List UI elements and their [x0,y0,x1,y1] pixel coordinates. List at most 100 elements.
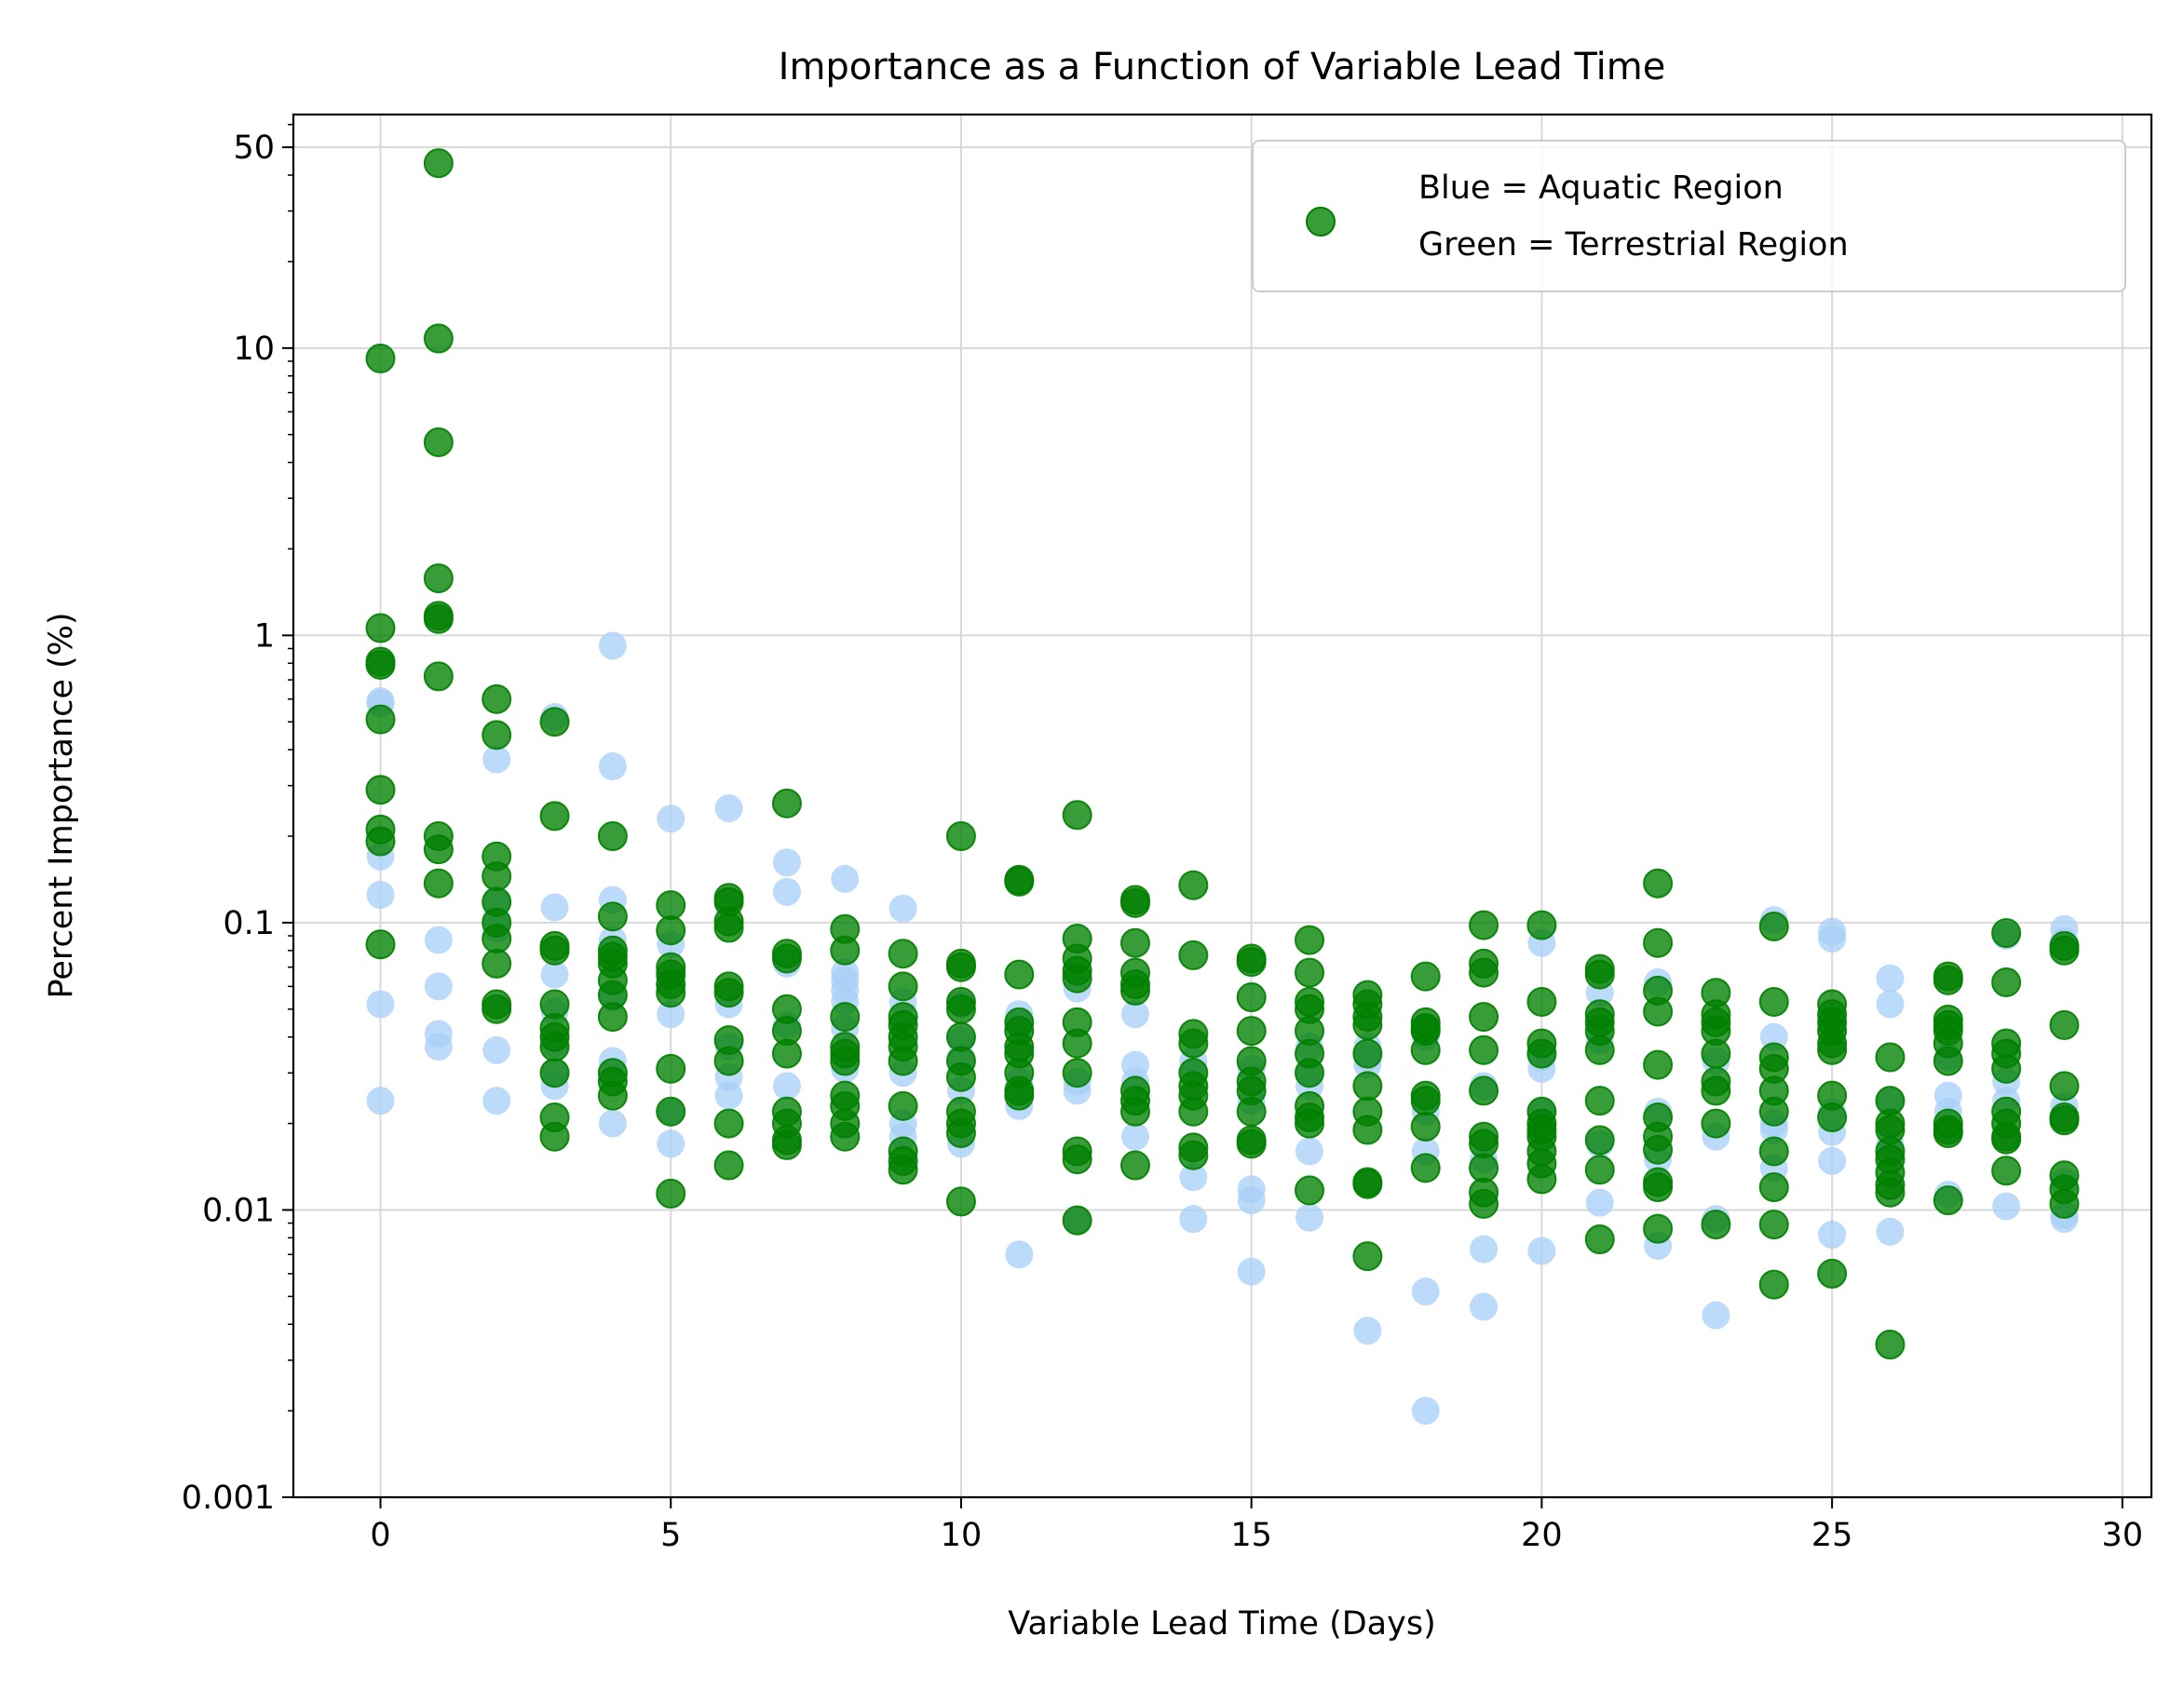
data-point [772,848,801,877]
data-point [888,1155,918,1185]
data-point [1352,1009,1383,1040]
scatter-points [365,148,2080,1426]
data-point [1527,1237,1556,1265]
data-point [1236,947,1267,978]
data-point [1062,1058,1092,1088]
data-point [1237,1257,1266,1286]
y-axis-ticks: 0.001 0.01 0.1 1 10 50 [182,123,293,1517]
data-point [830,1002,861,1033]
data-point [1701,1075,1731,1106]
data-point [1179,1163,1208,1192]
data-point [1933,1185,1963,1216]
data-point [1933,965,1963,995]
data-point [539,1032,570,1062]
data-point [1585,1188,1614,1217]
data-point [1178,870,1209,900]
data-point [656,978,686,1008]
data-point [888,1090,918,1121]
chart-title: Importance as a Function of Variable Lea… [779,46,1666,88]
data-point [1352,1169,1383,1199]
data-point [1701,1038,1731,1069]
data-point [1352,1071,1383,1102]
data-point [945,994,976,1024]
data-point [1179,1205,1208,1234]
x-axis-ticks: 0 5 10 15 20 25 30 [370,1497,2143,1554]
data-point [482,924,512,954]
data-point [598,752,627,781]
data-point [1702,1301,1730,1330]
data-point [1701,1108,1731,1139]
data-point [1119,975,1150,1006]
data-point [1236,1129,1267,1159]
y-tick-label: 0.001 [182,1480,275,1517]
y-tick-label: 10 [233,331,275,368]
data-point [945,952,976,982]
data-point [1817,1258,1848,1289]
data-point [1295,957,1325,988]
x-tick-label: 25 [1811,1517,1853,1554]
data-point [424,972,453,1001]
data-point [1876,990,1905,1019]
data-point [482,994,512,1024]
data-point [772,877,801,906]
data-point [1410,1111,1441,1142]
data-point [597,821,628,852]
data-point [423,661,454,692]
data-point [1584,1125,1615,1156]
data-point [713,913,744,943]
data-point [1584,959,1615,990]
data-point [1005,1240,1034,1269]
data-point [1410,961,1441,992]
data-point [1818,1221,1847,1250]
legend-marker [1306,207,1336,237]
x-tick-label: 0 [370,1517,390,1554]
data-point [1876,1217,1905,1246]
data-point [1758,1136,1789,1167]
x-tick-label: 10 [941,1517,983,1554]
data-point [424,926,453,954]
data-point [366,1087,395,1115]
data-point [1236,982,1267,1013]
data-point [482,948,512,979]
data-point [423,148,454,179]
data-point [1119,1150,1150,1181]
data-point [1062,1144,1092,1175]
data-point [713,1108,744,1139]
data-point [598,1109,627,1138]
data-point [1817,1034,1848,1065]
y-tick-label: 0.01 [202,1192,275,1229]
y-tick-label: 50 [233,129,275,167]
data-point [1643,927,1674,958]
data-point [1933,1118,1963,1149]
data-point [1758,1172,1789,1203]
data-point [598,631,627,660]
data-point [424,1033,453,1061]
data-point [945,821,976,852]
data-point [656,915,686,946]
data-point [597,901,628,932]
data-point [1933,1046,1963,1076]
legend-line-2: Green = Terrestrial Region [1418,226,1849,264]
data-point [365,826,396,857]
data-point [2049,1009,2080,1040]
data-point [423,834,454,865]
data-point [1410,1153,1441,1183]
data-point [1991,1053,2022,1084]
data-point [1295,1058,1325,1088]
data-point [482,1035,511,1064]
data-point [366,990,395,1019]
data-point [1643,868,1674,899]
data-point [365,704,396,735]
data-point [1004,959,1035,990]
data-point [1758,1210,1789,1240]
data-point [657,1129,685,1158]
data-point [1411,1397,1440,1426]
legend: Blue = Aquatic Region Green = Terrestria… [1252,140,2126,292]
data-point [482,720,512,750]
data-point [1526,986,1557,1017]
data-point [1410,1086,1441,1116]
data-point [1236,1016,1267,1047]
data-point [1584,1086,1615,1116]
data-point [1469,910,1499,940]
data-point [1469,1075,1499,1106]
